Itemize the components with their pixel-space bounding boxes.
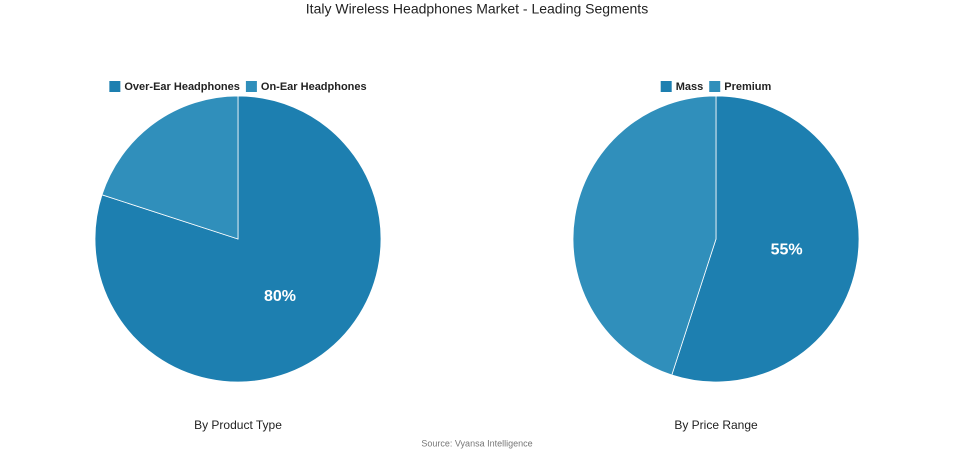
legend-swatch — [709, 81, 721, 92]
page-title: Italy Wireless Headphones Market - Leadi… — [306, 1, 648, 17]
legend-swatch — [660, 81, 672, 92]
legend-label: Mass — [676, 81, 704, 93]
pie-slice — [671, 95, 860, 383]
legend-label: Premium — [724, 81, 771, 93]
chart-subtitle: By Price Range — [674, 418, 758, 432]
legend-label: On-Ear Headphones — [261, 81, 367, 93]
source: Source: Vyansa Intelligence — [421, 438, 532, 448]
chart-subtitle: By Product Type — [194, 418, 282, 432]
legend-label: Over-Ear Headphones — [124, 81, 240, 93]
legend-swatch — [109, 81, 121, 92]
slice-label: 80% — [264, 288, 296, 305]
pie-slice — [101, 95, 239, 240]
slice-label: 55% — [771, 241, 803, 258]
pie-slice — [572, 95, 717, 376]
legend: Over-Ear Headphones On-Ear Headphones — [109, 81, 367, 93]
legend-swatch — [245, 81, 257, 92]
legend: Mass Premium — [660, 81, 772, 93]
